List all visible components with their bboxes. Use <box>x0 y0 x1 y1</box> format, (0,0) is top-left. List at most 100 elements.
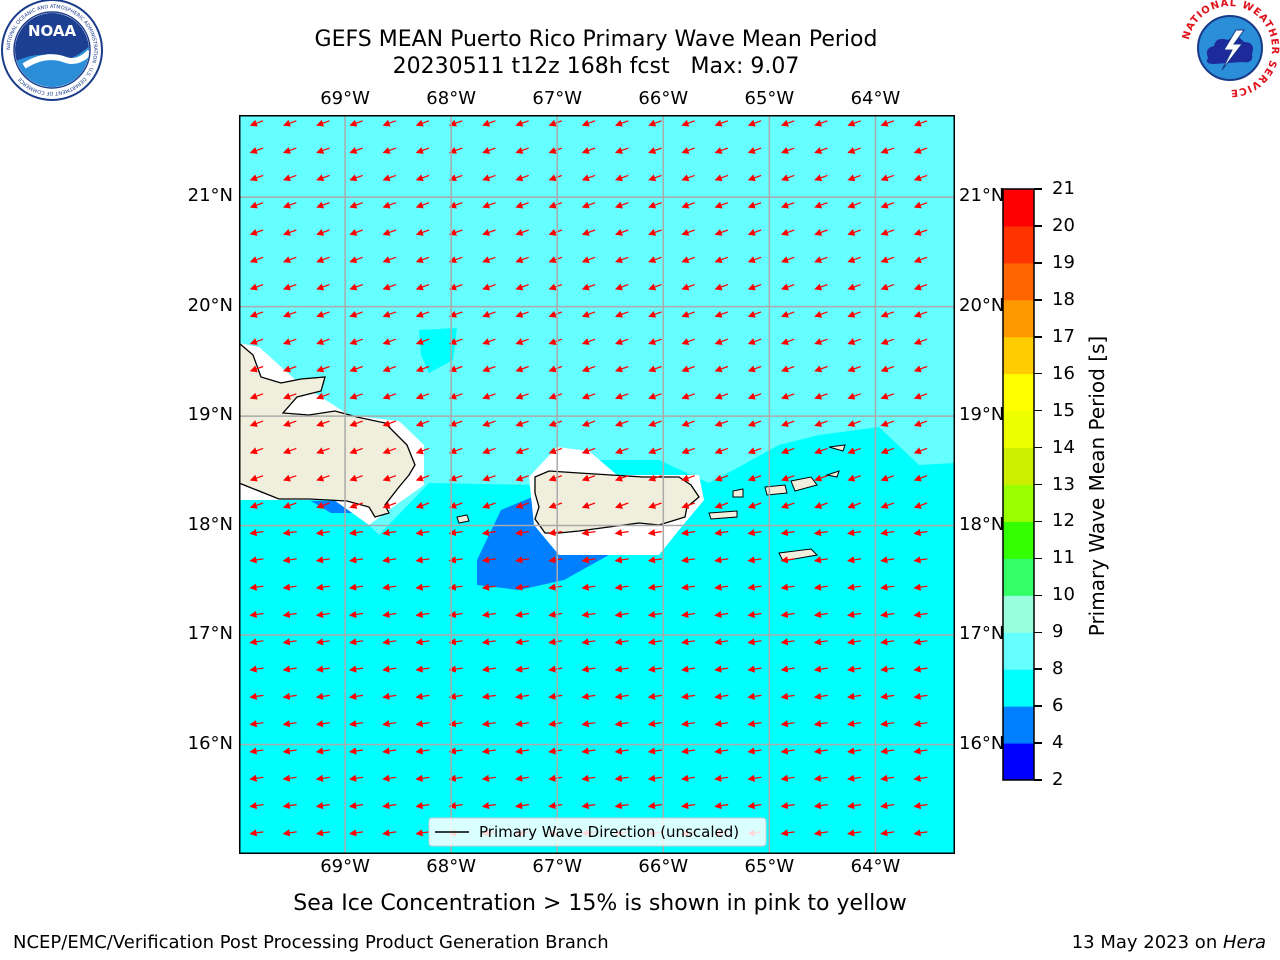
wave-arrow <box>515 201 529 209</box>
wave-arrow <box>647 774 662 782</box>
wave-arrow <box>814 147 828 154</box>
wave-arrow <box>581 283 596 291</box>
wave-arrow <box>515 420 529 427</box>
wave-arrow <box>581 747 596 755</box>
wave-arrow <box>814 501 828 509</box>
wave-arrow <box>315 720 330 728</box>
wave-arrow <box>548 556 563 564</box>
wave-arrow <box>548 583 563 591</box>
graticule <box>239 115 955 854</box>
colorbar-tick-mark <box>1034 336 1042 338</box>
wave-arrow <box>747 610 762 619</box>
wave-arrow <box>382 501 397 509</box>
wave-arrow <box>847 501 861 509</box>
wave-arrow <box>614 228 629 236</box>
wave-arrow <box>482 256 496 264</box>
wave-arrow <box>681 447 695 455</box>
footer-date: 13 May 2023 on Hera <box>1072 932 1266 953</box>
lat-tick-left: 19°N <box>187 404 233 426</box>
wave-arrow <box>814 283 828 291</box>
wave-arrow <box>581 501 596 509</box>
wave-arrow <box>647 692 662 700</box>
wave-arrow <box>415 256 430 264</box>
wave-arrow <box>515 474 529 482</box>
wave-arrow <box>548 665 563 673</box>
wave-arrow <box>614 310 629 318</box>
wave-arrow <box>681 474 695 482</box>
wave-arrow <box>780 638 795 646</box>
wave-arrow <box>382 801 397 810</box>
wave-arrow <box>315 638 330 646</box>
wave-arrow <box>780 147 795 154</box>
wave-arrow <box>548 474 563 482</box>
wave-arrow <box>581 365 596 373</box>
wave-arrow <box>681 774 696 782</box>
wave-arrow <box>813 610 828 619</box>
wave-arrow <box>847 774 862 782</box>
wave-arrow <box>315 747 330 755</box>
wave-arrow <box>481 720 496 728</box>
colorbar-tick-label: 4 <box>1052 732 1064 754</box>
wave-arrow <box>482 474 496 482</box>
wave-arrow <box>581 720 596 728</box>
wave-arrow <box>880 556 895 564</box>
wave-arrow <box>515 801 530 810</box>
wave-arrow <box>648 310 662 318</box>
land-culebra <box>732 488 744 498</box>
wave-arrow <box>415 638 430 646</box>
wave-arrow <box>714 501 729 509</box>
colorbar-tick-mark <box>1034 742 1042 744</box>
wave-arrow <box>714 638 729 646</box>
wave-arrow <box>316 310 330 318</box>
wave-arrow <box>747 201 762 209</box>
wave-arrow <box>415 147 430 154</box>
nws-logo: NATIONAL WEATHER SERVICE <box>1180 0 1280 100</box>
wave-arrow <box>913 610 928 619</box>
wave-arrow <box>548 147 563 154</box>
wave-arrow <box>714 610 729 619</box>
wave-arrow <box>847 147 861 154</box>
wave-arrow <box>614 610 629 619</box>
wave-arrow <box>249 365 264 373</box>
wave-arrow <box>482 147 496 154</box>
map-panel[interactable]: Primary Wave Direction (unscaled) <box>239 115 955 854</box>
wave-arrow <box>581 801 596 810</box>
wave-arrow <box>813 556 828 564</box>
wave-arrow <box>515 610 530 619</box>
wave-arrow <box>481 638 496 646</box>
wave-arrow <box>349 692 364 700</box>
wave-arrow <box>382 528 397 537</box>
wave-arrow <box>714 801 729 810</box>
wave-arrow <box>813 774 828 782</box>
wave-arrow <box>880 201 895 209</box>
wave-arrow <box>382 365 397 373</box>
colorbar-tick-mark <box>1034 668 1042 670</box>
wave-arrow <box>448 583 463 591</box>
wave-arrow <box>249 692 264 700</box>
wave-arrow <box>581 174 596 182</box>
colorbar-segment <box>1003 669 1034 707</box>
wave-arrow <box>581 528 596 537</box>
wave-arrow <box>481 774 496 782</box>
colorbar-segment <box>1003 373 1034 412</box>
wave-arrow <box>913 583 928 591</box>
wave-arrow <box>747 228 762 236</box>
wave-arrow <box>448 474 463 482</box>
wave-arrow <box>814 474 828 482</box>
wave-arrow <box>614 338 629 345</box>
wave-arrow <box>847 829 862 837</box>
wave-arrow <box>448 420 463 427</box>
wave-arrow <box>548 283 563 291</box>
wave-arrow <box>349 801 364 810</box>
wave-arrow <box>913 692 928 700</box>
wave-arrow <box>813 583 828 591</box>
wave-arrow <box>814 420 828 427</box>
wave-arrow <box>515 665 530 673</box>
wave-arrow <box>249 310 264 318</box>
wave-arrow <box>448 638 463 646</box>
wave-arrow <box>581 692 596 700</box>
wave-arrow <box>814 310 828 318</box>
colorbar-tick-label: 14 <box>1052 436 1075 458</box>
wave-arrow <box>814 256 828 264</box>
wave-arrow <box>681 147 695 154</box>
